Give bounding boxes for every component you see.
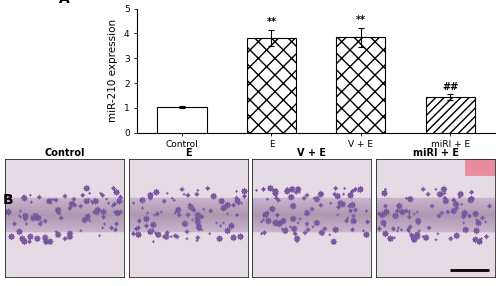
- Title: V + E: V + E: [298, 148, 326, 158]
- Bar: [426, 98, 475, 133]
- Y-axis label: miR-210 expression: miR-210 expression: [108, 19, 118, 122]
- Bar: [336, 37, 386, 133]
- Title: E: E: [185, 148, 192, 158]
- Bar: [247, 38, 296, 133]
- Bar: [158, 107, 206, 133]
- Title: miRI + E: miRI + E: [412, 148, 459, 158]
- Text: ##: ##: [442, 82, 458, 92]
- Title: Control: Control: [44, 148, 84, 158]
- Text: B: B: [2, 193, 13, 207]
- Text: **: **: [266, 17, 276, 27]
- Text: A: A: [58, 0, 70, 6]
- Text: **: **: [356, 15, 366, 25]
